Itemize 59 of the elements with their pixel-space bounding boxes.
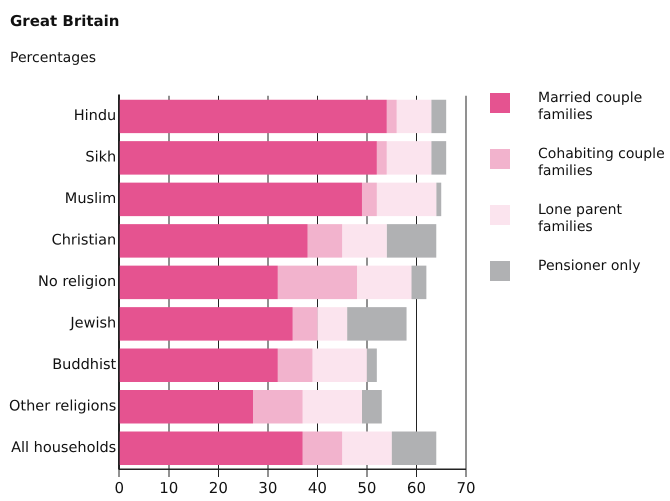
bar [342, 432, 392, 466]
bar [376, 182, 436, 216]
x-tick-label: 70 [456, 478, 476, 497]
y-tick-label: Christian [52, 232, 116, 249]
y-tick-label: Sikh [85, 150, 116, 166]
bar [120, 182, 362, 216]
y-tick-label: No religion [38, 274, 116, 290]
bar [302, 390, 362, 424]
bar [386, 141, 432, 175]
bar [431, 141, 446, 175]
bar [302, 432, 342, 466]
y-tick-label: Muslim [64, 191, 116, 208]
chart-title: Great Britain [10, 12, 120, 30]
x-tick-label: 30 [258, 478, 278, 497]
bar [278, 348, 312, 382]
x-tick-label: 60 [406, 478, 426, 497]
y-tick-label: Hindu [74, 108, 116, 124]
bar [366, 348, 377, 382]
x-tick-label: 10 [159, 478, 178, 497]
x-tick-label: 50 [357, 478, 376, 497]
bar [376, 141, 387, 175]
legend-label: Pensioner only [538, 258, 640, 275]
bar [252, 390, 303, 424]
bar [120, 390, 253, 424]
legend-label: Cohabiting couple families [538, 146, 666, 180]
bar [312, 348, 367, 382]
bar [347, 307, 407, 341]
bar [317, 307, 348, 341]
legend-label: Lone parent families [538, 202, 623, 236]
bar [307, 224, 342, 258]
legend-label: Married couple families [538, 90, 644, 124]
y-tick-label: All households [11, 440, 116, 456]
y-tick-label: Buddhist [52, 357, 117, 374]
x-tick-label: 0 [114, 478, 124, 497]
bar [396, 100, 432, 134]
bar [357, 266, 412, 300]
bar [436, 182, 442, 216]
bar [120, 432, 303, 466]
bar [386, 100, 397, 134]
bar [412, 266, 426, 300]
bar [292, 307, 318, 341]
bar [431, 100, 446, 134]
bar [120, 266, 278, 300]
bar [392, 432, 436, 466]
bar [362, 390, 382, 424]
bar [120, 224, 308, 258]
bar [362, 182, 377, 216]
bar [120, 348, 278, 382]
y-tick-label: Jewish [69, 316, 116, 332]
bar [120, 307, 293, 341]
bar [386, 224, 436, 258]
bar [120, 100, 387, 134]
x-tick-label: 20 [208, 478, 228, 497]
bar [278, 266, 358, 300]
y-tick-label: Other religions [9, 398, 116, 415]
chart-subtitle: Percentages [10, 50, 96, 66]
x-tick-label: 40 [308, 478, 327, 497]
bar [120, 141, 377, 175]
bar [342, 224, 387, 258]
